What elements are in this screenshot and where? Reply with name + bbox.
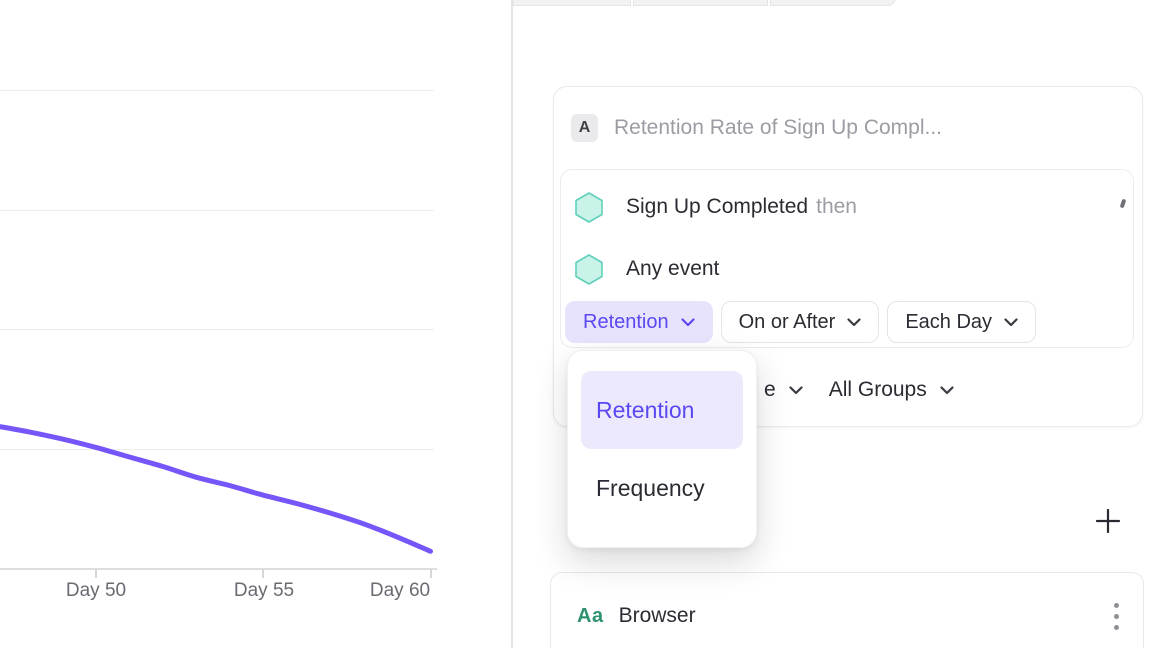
kebab-dot [1114,624,1119,630]
clipped-toolbar-control[interactable] [770,0,896,6]
measurement-controls-row: Retention On or After Each Day [565,301,1037,343]
timing-dropdown-button[interactable]: On or After [720,301,880,343]
clipped-criteria-label: e [764,378,776,401]
clipped-toolbar-control[interactable] [633,0,768,6]
chevron-down-icon [681,317,695,326]
granularity-dropdown-label: Each Day [905,310,993,333]
menu-item-frequency[interactable]: Frequency [596,474,705,501]
event-name: Sign Up Completed [626,195,809,218]
event-connector: then [816,195,857,218]
x-axis-tick [429,569,432,578]
x-axis-tick [94,569,97,578]
chevron-down-icon [789,385,803,394]
chevron-down-icon [847,317,861,326]
kebab-dot [1114,602,1119,608]
gridline [0,90,434,91]
kebab-dot [1114,613,1119,619]
x-axis-line [0,568,437,570]
event-row-sign-up-completed[interactable]: Sign Up Completed then [574,190,857,224]
report-name-input[interactable] [614,111,1094,145]
x-axis-tick [262,569,264,578]
series-badge: A [571,114,598,142]
event-hexagon-icon [575,253,603,285]
chevron-down-icon [940,385,954,394]
event-row-any-event[interactable]: Any event [574,252,719,286]
events-card: Sign Up Completed then Any event Retenti… [560,169,1134,348]
x-axis-label: Day 55 [233,580,295,601]
plus-icon [1095,508,1121,534]
retention-query-card: A Sign Up Completed then Any event Reten… [553,86,1143,427]
groups-dropdown[interactable]: All Groups [829,378,954,402]
retention-line [0,424,433,554]
string-property-type-icon: Aa [577,604,604,627]
chevron-down-icon [1004,317,1018,326]
retention-line-plot [0,424,433,554]
gridline [0,448,434,450]
breakdown-property-label: Browser [618,604,696,627]
gridline [0,209,434,211]
groups-dropdown-label: All Groups [828,378,927,401]
x-axis-label: Day 60 [369,580,431,601]
criteria-row: e All Groups [764,376,954,404]
clipped-criteria-dropdown[interactable]: e [764,378,803,402]
x-axis-label: Day 50 [65,580,127,601]
kebab-menu-button[interactable] [1110,599,1123,634]
retention-chart: Day 50 Day 55 Day 60 [0,0,511,648]
measure-dropdown-label: Retention [583,310,669,333]
timing-dropdown-label: On or After [738,310,836,333]
breakdown-row-browser[interactable]: Aa Browser [577,601,1123,631]
measure-dropdown-button[interactable]: Retention [565,301,713,343]
panel-divider [511,0,513,648]
add-breakdown-button[interactable] [1092,505,1124,537]
event-name: Any event [626,257,720,280]
clipped-element-fragment [1119,198,1127,209]
event-hexagon-icon [575,191,603,223]
menu-item-retention[interactable]: Retention [581,371,743,449]
clipped-toolbar-control[interactable] [513,0,631,6]
gridline [0,329,434,330]
granularity-dropdown-button[interactable]: Each Day [887,301,1037,343]
measure-dropdown-menu: Retention Frequency [567,350,757,548]
breakdown-card: Aa Browser [550,572,1144,648]
